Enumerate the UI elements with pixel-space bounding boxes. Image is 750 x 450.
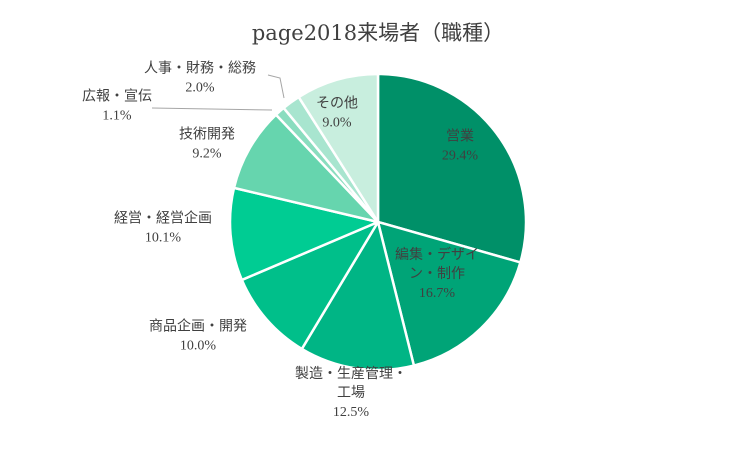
leader-line xyxy=(267,74,285,99)
slice-category-label: 商品企画・開発 xyxy=(149,318,247,335)
chart-title: page2018来場者（職種） xyxy=(252,21,504,45)
pie-slice xyxy=(376,72,528,264)
slice-category-label: 編集・デザイ xyxy=(395,246,479,263)
slice-value-label: 1.1% xyxy=(102,109,132,124)
slice-category-label: 広報・宣伝 xyxy=(82,89,152,105)
slice-value-label: 9.2% xyxy=(192,147,222,162)
pie-slice xyxy=(228,186,380,282)
slice-value-label: 9.0% xyxy=(322,116,352,131)
slice-value-label: 29.4% xyxy=(442,149,479,164)
slice-value-label: 10.0% xyxy=(180,339,217,354)
pie-slices xyxy=(228,72,528,372)
slice-category-label: 経営・経営企画 xyxy=(114,210,212,227)
slice-category-label: その他 xyxy=(316,96,358,112)
pie-slice xyxy=(232,113,380,224)
pie-slice xyxy=(240,220,380,351)
slice-category-label: 人事・財務・総務 xyxy=(144,61,256,77)
slice-category-label: 工場 xyxy=(337,385,365,401)
slice-category-label: 製造・生産管理・ xyxy=(295,366,407,382)
pie-slice xyxy=(376,220,522,367)
slice-category-label: 技術開発 xyxy=(179,127,235,143)
pie-slice xyxy=(300,220,416,372)
leader-line xyxy=(151,107,273,111)
slice-category-label: ン・制作 xyxy=(409,266,465,282)
slice-category-label: 営業 xyxy=(446,129,474,145)
slice-value-label: 12.5% xyxy=(333,405,370,420)
slice-value-label: 10.1% xyxy=(145,231,182,246)
pie-slice xyxy=(297,72,380,224)
slice-value-label: 16.7% xyxy=(419,286,456,301)
slice-value-label: 2.0% xyxy=(185,81,215,96)
